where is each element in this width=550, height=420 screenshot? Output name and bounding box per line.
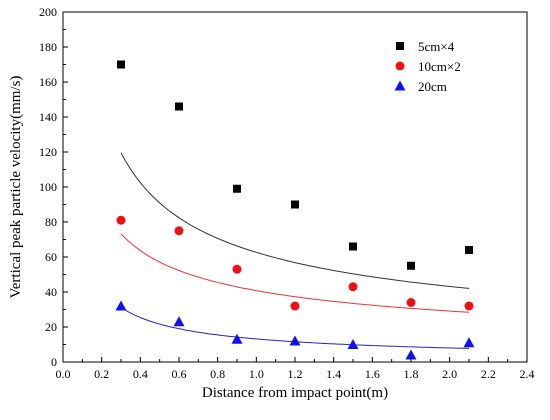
x-tick-label: 1.0 (249, 367, 264, 381)
y-axis-title: Vertical peak particle velocity(mm/s) (8, 76, 24, 299)
data-point-triangle (347, 339, 359, 349)
data-point-triangle (463, 337, 475, 348)
y-tick-label: 80 (45, 215, 57, 229)
x-axis-ticks: 0.0 0.2 0.4 0.6 0.8 1.0 1.2 1.4 1.6 1.8 2.0 2.2 2.4 (56, 357, 535, 381)
data-point-circle (464, 301, 474, 311)
data-point-circle (406, 298, 416, 307)
legend-label: 20cm (418, 79, 447, 94)
data-point-circle (174, 226, 184, 236)
x-tick-label: 0.6 (172, 367, 187, 381)
x-tick-label: 1.6 (365, 367, 380, 381)
legend-marker-triangle (394, 80, 406, 91)
data-point-circle (348, 282, 358, 292)
y-tick-label: 60 (45, 250, 57, 264)
data-points (115, 60, 475, 360)
y-tick-label: 200 (39, 5, 57, 19)
x-tick-label: 2.2 (481, 367, 496, 381)
y-tick-label: 100 (39, 180, 57, 194)
data-point-circle (232, 264, 242, 274)
data-point-square (407, 261, 415, 270)
legend-label: 5cm×4 (418, 39, 455, 54)
y-tick-label: 120 (39, 145, 57, 159)
x-tick-label: 1.4 (326, 367, 341, 381)
x-tick-label: 2.4 (520, 367, 535, 381)
x-tick-label: 0.2 (94, 367, 109, 381)
data-point-square (349, 242, 357, 251)
x-tick-label: 1.2 (288, 367, 303, 381)
legend-label: 10cm×2 (418, 59, 461, 74)
data-point-square (291, 200, 299, 209)
x-tick-label: 1.8 (404, 367, 419, 381)
data-point-triangle (405, 349, 417, 360)
legend: 5cm×4 10cm×2 20cm (394, 39, 461, 94)
y-tick-label: 180 (39, 40, 57, 54)
legend-marker-square (396, 42, 404, 50)
x-tick-label: 0.4 (133, 367, 148, 381)
data-point-triangle (115, 300, 127, 311)
legend-marker-circle (395, 61, 405, 71)
y-axis-ticks: 0 20 40 60 80 100 120 140 160 180 200 (39, 5, 68, 369)
x-tick-label: 0.8 (210, 367, 225, 381)
data-point-square (117, 60, 125, 69)
data-point-triangle (173, 316, 185, 327)
y-tick-label: 140 (39, 110, 57, 124)
x-axis-title: Distance from impact point(m) (202, 385, 388, 401)
data-point-triangle (289, 335, 301, 346)
y-tick-label: 20 (45, 320, 57, 334)
data-point-square (175, 102, 183, 111)
fit-curve (120, 152, 470, 289)
y-tick-label: 160 (39, 75, 57, 89)
data-point-circle (290, 301, 300, 311)
x-tick-label: 2.0 (442, 367, 457, 381)
data-point-triangle (231, 333, 243, 344)
data-point-square (233, 184, 241, 193)
fit-curve (120, 233, 470, 313)
y-tick-label: 40 (45, 285, 57, 299)
data-point-circle (116, 215, 126, 225)
data-point-square (465, 246, 473, 254)
x-tick-label: 0.0 (56, 367, 71, 381)
y-tick-label: 0 (51, 355, 57, 369)
